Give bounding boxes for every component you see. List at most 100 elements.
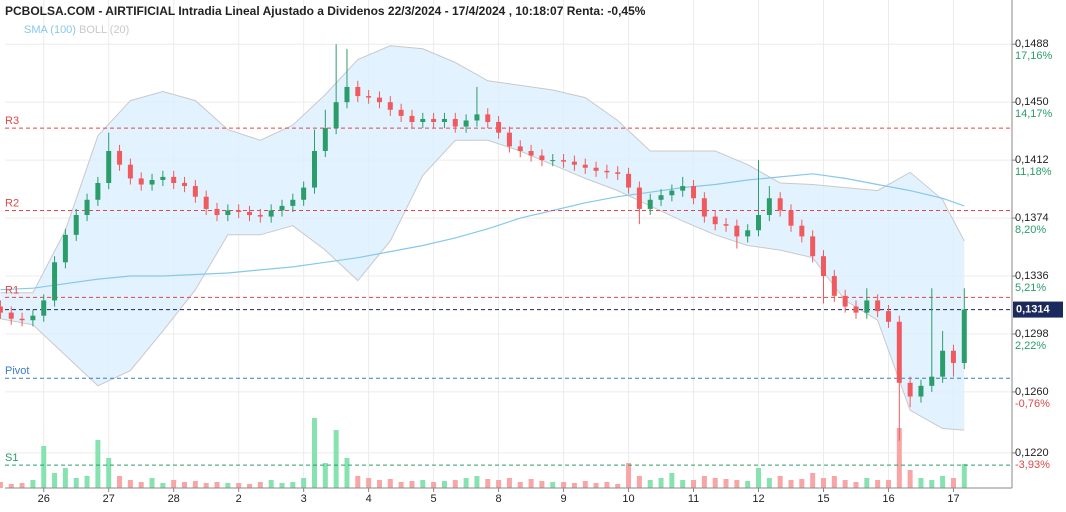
candle-body <box>539 155 545 161</box>
candle-body <box>344 86 350 103</box>
volume-bar <box>474 476 480 488</box>
pivot-label: R1 <box>5 284 19 296</box>
volume-bar <box>636 476 642 488</box>
volume-bar <box>528 479 534 488</box>
pivot-label: Pivot <box>5 365 29 377</box>
candle-body <box>409 115 415 122</box>
volume-bar <box>647 480 653 488</box>
volume-bar <box>214 482 220 488</box>
volume-bar <box>626 463 632 488</box>
candle-body <box>496 122 502 133</box>
candle-body <box>225 210 231 216</box>
pivot-label: R3 <box>5 115 19 127</box>
volume-bar <box>236 483 242 488</box>
y-tick-change: 11,18% <box>1015 166 1052 178</box>
legend-boll: BOLL (20) <box>79 24 129 36</box>
candle-body <box>279 205 285 211</box>
y-tick-change: 8,20% <box>1015 224 1046 236</box>
candle-body <box>41 300 47 316</box>
volume-bar <box>225 483 231 488</box>
volume-bar <box>247 484 253 488</box>
volume-bar <box>950 478 956 488</box>
candle-body <box>864 300 870 313</box>
y-tick-change: 14,17% <box>1015 108 1053 120</box>
y-tick-label: 0,1374 <box>1015 212 1049 224</box>
x-tick-label: 17 <box>947 493 959 505</box>
volume-bar <box>593 483 599 488</box>
volume-bar <box>95 440 101 488</box>
candle-body <box>322 128 328 151</box>
candle-body <box>138 178 144 185</box>
candle-body <box>387 102 393 110</box>
volume-bar <box>940 476 946 488</box>
volume-bar <box>756 468 762 488</box>
candle-body <box>680 186 686 191</box>
candle-body <box>593 167 599 171</box>
candle-body <box>171 176 177 183</box>
candle-body <box>160 176 166 180</box>
candle-body <box>950 350 956 363</box>
y-tick-label: 0,1298 <box>1015 328 1049 340</box>
candle-body <box>366 96 372 98</box>
volume-bar <box>680 480 686 488</box>
candle-body <box>452 118 458 127</box>
volume-bar <box>766 478 772 488</box>
volume-bar <box>0 482 3 488</box>
candle-body <box>831 276 837 296</box>
y-tick-change: 5,21% <box>1015 282 1046 294</box>
y-tick-change: 2,22% <box>1015 340 1046 352</box>
volume-bar <box>366 478 372 488</box>
candle-body <box>236 210 242 212</box>
volume-bar <box>506 478 512 488</box>
candles <box>0 44 967 441</box>
candle-body <box>0 306 3 313</box>
x-tick-label: 12 <box>752 493 764 505</box>
candle-body <box>701 198 707 217</box>
volume-bar <box>398 482 404 488</box>
volume-bar <box>810 473 816 488</box>
candle-body <box>30 315 36 321</box>
candle-body <box>528 150 534 156</box>
candle-body <box>333 102 339 129</box>
candle-body <box>62 234 68 263</box>
candle-body <box>301 187 307 200</box>
candle-body <box>604 170 610 173</box>
candle-body <box>203 196 209 209</box>
candle-body <box>106 150 112 183</box>
y-tick-label: 0,1450 <box>1015 96 1049 108</box>
volume-bar <box>431 482 437 488</box>
pivot-label: S1 <box>5 452 18 464</box>
candle-body <box>961 309 967 363</box>
x-tick-label: 5 <box>431 493 437 505</box>
volume-bar <box>561 482 567 488</box>
volume-bar <box>496 480 502 488</box>
y-tick-change: -3,93% <box>1015 459 1050 471</box>
volume-bar <box>745 481 751 488</box>
volume-bar <box>290 482 296 488</box>
candle-body <box>756 215 762 231</box>
volume-bar <box>723 479 729 488</box>
volume-bar <box>441 481 447 488</box>
volume-bar <box>8 484 14 488</box>
candle-body <box>929 376 935 386</box>
sma-line <box>0 173 965 291</box>
candle-body <box>658 195 664 200</box>
volume-bar <box>961 464 967 488</box>
candle-body <box>52 262 58 301</box>
volume-bar <box>73 478 79 488</box>
last-price-box <box>1013 301 1063 318</box>
volume-bar <box>106 458 112 488</box>
volume-bar <box>864 478 870 488</box>
volume-bar <box>452 480 458 488</box>
candle-body <box>376 97 382 103</box>
candle-body <box>712 216 718 225</box>
volume-bar <box>182 482 188 488</box>
candle-body <box>517 146 523 151</box>
band-fill <box>0 45 965 431</box>
volume-bar <box>84 476 90 488</box>
volume-bar <box>355 476 361 488</box>
x-tick-label: 15 <box>817 493 829 505</box>
volume-bar <box>788 480 794 488</box>
x-tick-label: 10 <box>622 493 634 505</box>
